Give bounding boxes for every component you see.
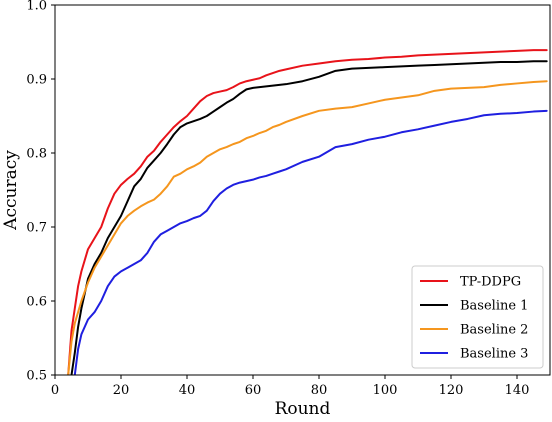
- series-line-baseline-1: [70, 60, 548, 375]
- x-tick-label: 120: [439, 383, 464, 398]
- series-line-baseline-2: [67, 80, 548, 375]
- legend-label: Baseline 1: [460, 299, 528, 314]
- series-line-tp-ddpg: [67, 49, 548, 375]
- x-axis-ticks: 0 20 40 60 80 100 120 140: [51, 375, 530, 398]
- x-tick-label: 0: [51, 383, 59, 398]
- y-tick-label: 0.9: [26, 73, 47, 88]
- legend-box: [411, 265, 544, 369]
- y-axis-title: Accuracy: [1, 150, 21, 231]
- x-axis-title: Round: [275, 399, 331, 419]
- legend-label: Baseline 2: [460, 323, 528, 338]
- x-tick-label: 80: [311, 383, 328, 398]
- y-tick-label: 0.5: [26, 369, 47, 384]
- x-tick-label: 140: [505, 383, 530, 398]
- legend: TP-DDPG Baseline 1 Baseline 2 Baseline 3: [411, 265, 544, 369]
- x-tick-label: 40: [179, 383, 196, 398]
- y-tick-label: 1.0: [26, 0, 47, 14]
- x-tick-label: 20: [113, 383, 130, 398]
- plot-frame: [54, 4, 551, 376]
- plot-lines: [67, 49, 548, 375]
- x-tick-label: 60: [245, 383, 262, 398]
- series-line-baseline-3: [73, 109, 548, 375]
- y-tick-label: 0.8: [26, 147, 47, 162]
- legend-label: TP-DDPG: [460, 275, 521, 290]
- y-axis-ticks: 0.5 0.6 0.7 0.8 0.9 1.0: [26, 0, 55, 384]
- y-tick-label: 0.6: [26, 295, 47, 310]
- x-tick-label: 100: [373, 383, 398, 398]
- y-tick-label: 0.7: [26, 221, 47, 236]
- legend-label: Baseline 3: [460, 347, 528, 362]
